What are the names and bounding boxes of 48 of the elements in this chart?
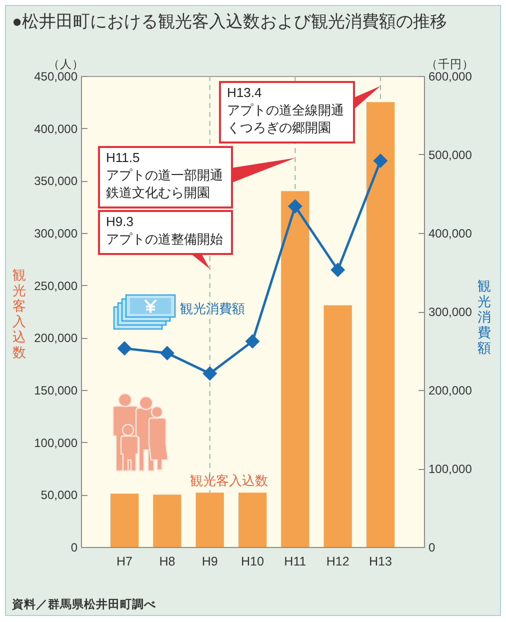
y-tick-label: 250,000 <box>34 278 78 293</box>
series-label: 観光消費額 <box>180 301 245 316</box>
bar <box>324 305 352 547</box>
x-tick-label: H10 <box>241 554 264 568</box>
y2-tick-label: 0 <box>428 540 436 554</box>
bar <box>110 494 139 547</box>
y2-tick-label: 400,000 <box>428 226 472 240</box>
y-tick-label: 300,000 <box>34 226 78 240</box>
text: （人） <box>48 58 84 71</box>
x-tick-label: H13 <box>369 554 392 568</box>
y2-tick-label: 100,000 <box>428 462 472 476</box>
point <box>330 262 346 278</box>
y2-tick-label: 200,000 <box>428 384 472 398</box>
point <box>245 334 260 349</box>
point <box>117 341 132 356</box>
point <box>288 199 302 214</box>
y-axis-title: 観光客入込数 <box>12 268 26 360</box>
bar <box>153 494 182 547</box>
y-tick-label: 100,000 <box>34 436 78 450</box>
series-label: 観光客入込数 <box>190 473 268 488</box>
x-tick-label: H11 <box>284 554 306 568</box>
y-tick-label: 450,000 <box>34 70 78 84</box>
y-tick-label: 0 <box>70 540 78 554</box>
chart-title: ●松井田町における観光客入込数および観光消費額の推移 <box>12 12 448 31</box>
y2-tick-label: 600,000 <box>428 70 472 84</box>
bar <box>281 191 310 547</box>
y2-tick-label: 500,000 <box>428 148 472 162</box>
x-tick-label: H8 <box>159 554 176 568</box>
x-tick-label: H9 <box>202 554 218 568</box>
point <box>202 366 218 381</box>
y-tick-label: 350,000 <box>34 174 78 188</box>
point <box>373 154 388 168</box>
bar <box>238 492 267 547</box>
x-tick-label: H7 <box>116 554 133 568</box>
x-tick-label: H12 <box>326 554 350 568</box>
y-tick-label: 150,000 <box>34 384 78 398</box>
y-tick-label: 50,000 <box>40 488 78 502</box>
text: 資料／群馬県松井田町調べ <box>11 597 157 611</box>
ref-line-label: H11.5 アプトの道一部開通鉄道文化むら開園 <box>106 150 223 200</box>
ref-line-label: H9.3 アプトの道整備開始 <box>106 214 223 246</box>
y2-tick-label: 300,000 <box>428 305 472 319</box>
bar <box>196 492 224 547</box>
y-tick-label: 400,000 <box>34 122 78 136</box>
y-tick-label: 200,000 <box>34 331 78 346</box>
point <box>160 346 174 360</box>
y2-axis-title: 観光消費額 <box>478 278 492 356</box>
ref-line-label: H13.4 アプトの道全線開通くつろぎの郷開園 <box>227 85 344 135</box>
text: （千円） <box>426 57 474 71</box>
